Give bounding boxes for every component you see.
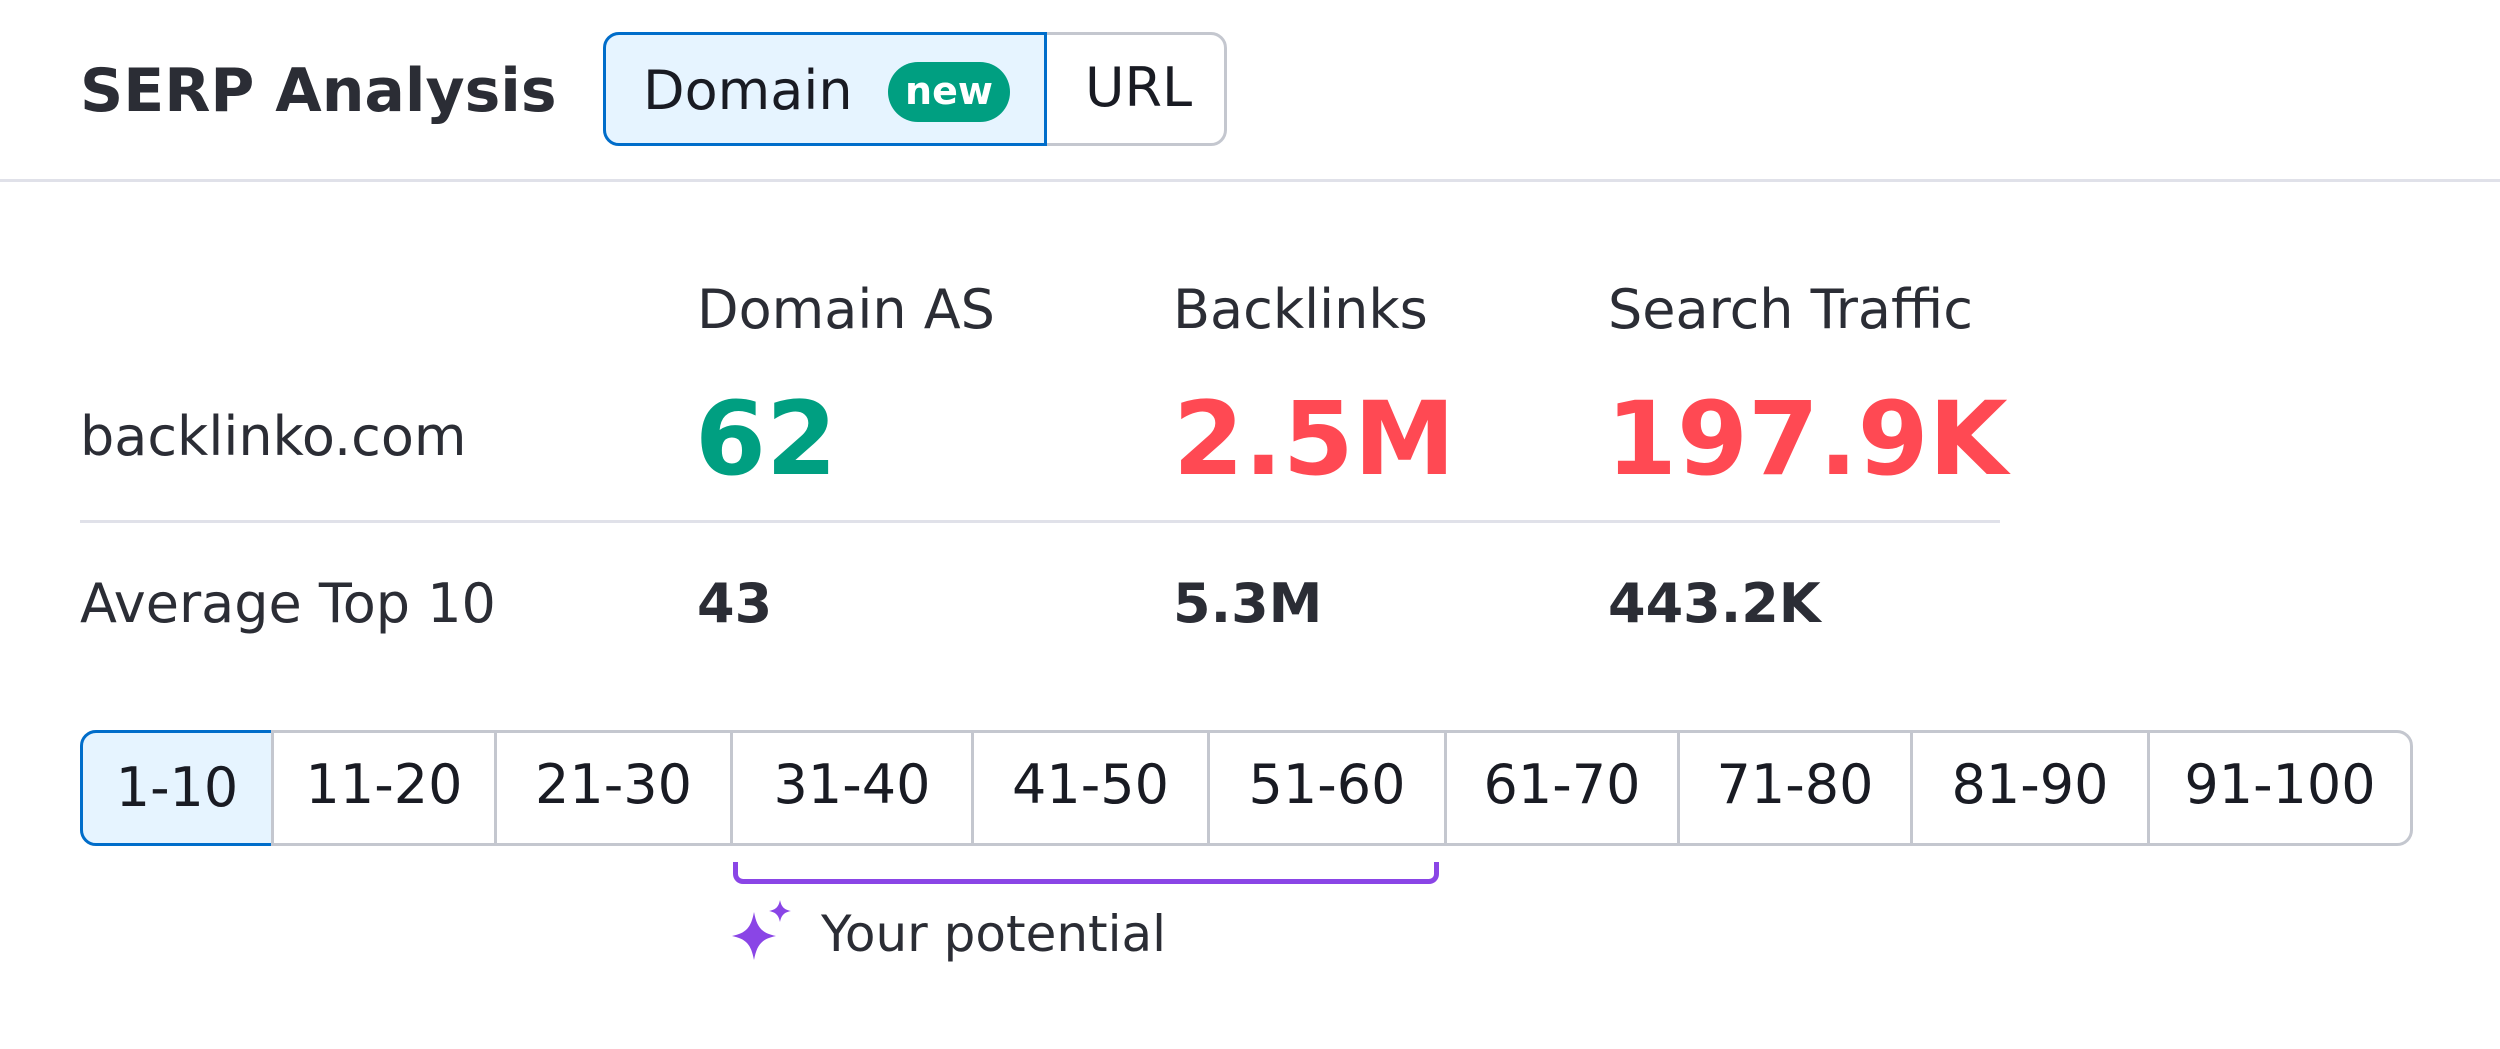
row-label: Average Top 10 [80,572,496,635]
range-option[interactable]: 21-30 [494,730,730,846]
range-option[interactable]: 51-60 [1207,730,1444,846]
tab-label[interactable]: Domain [643,59,853,122]
metric-value: 443.2K [1608,572,1821,635]
range-option[interactable]: 91-100 [2147,730,2410,846]
row-divider [80,520,2000,523]
metric-value: 62 [695,380,837,499]
metric-value: 5.3M [1173,572,1323,635]
range-option[interactable]: 71-80 [1677,730,1910,846]
range-option[interactable]: 1-10 [80,730,274,846]
sparkle-icon [732,900,791,960]
potential-bracket [733,862,1439,884]
tab-url[interactable]: URL [1047,32,1227,146]
column-header: Search Traffic [1608,278,1973,341]
range-option[interactable]: 61-70 [1444,730,1677,846]
tab-label[interactable]: URL [1085,56,1193,119]
badge: new [888,62,1010,122]
potential-label: Your potential [821,905,1167,963]
row-label: backlinko.com [80,405,467,468]
metric-value: 2.5M [1173,380,1456,499]
tab-group: Domain new URL [603,32,1227,146]
page-title: SERP Analysis [80,56,557,126]
metric-value: 197.9K [1606,380,2008,499]
range-option[interactable]: 11-20 [271,730,494,846]
range-option[interactable]: 41-50 [971,730,1207,846]
metric-value: 43 [697,572,773,635]
column-header: Backlinks [1173,278,1428,341]
range-option[interactable]: 81-90 [1910,730,2147,846]
tab-domain[interactable]: Domain new [603,32,1047,146]
range-selector: 1-10 11-20 21-30 31-40 41-50 51-60 61-70 71-80 8… [80,730,2413,846]
column-header: Domain AS [697,278,995,341]
header-divider [0,179,2500,182]
range-option[interactable]: 31-40 [730,730,971,846]
